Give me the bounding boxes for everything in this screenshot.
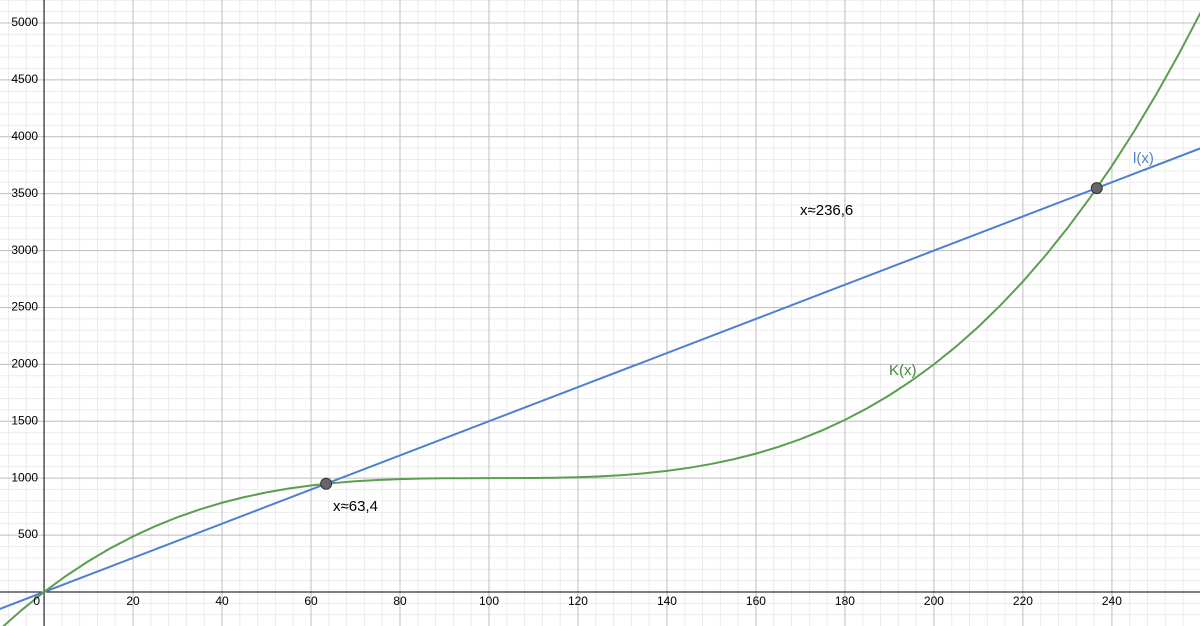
x-tick-label: 220 — [1013, 594, 1033, 608]
y-tick-label: 1500 — [11, 413, 38, 427]
x-tick-label: 140 — [657, 594, 677, 608]
x-tick-label: 80 — [393, 594, 407, 608]
y-tick-label: 2500 — [11, 300, 38, 314]
y-tick-label: 500 — [18, 527, 38, 541]
curve — [2, 11, 1200, 626]
y-tick-label: 3000 — [11, 243, 38, 257]
x-tick-label: 120 — [568, 594, 588, 608]
y-tick-label: 5000 — [11, 15, 38, 29]
x-tick-label: 60 — [304, 594, 318, 608]
y-tick-label: 1000 — [11, 470, 38, 484]
x-tick-label: 40 — [215, 594, 229, 608]
x-tick-label: 240 — [1102, 594, 1122, 608]
point-label: x≈236,6 — [800, 202, 853, 219]
y-tick-label: 4500 — [11, 72, 38, 86]
x-tick-label: 0 — [33, 594, 40, 608]
x-tick-label: 100 — [479, 594, 499, 608]
series-label: K(x) — [889, 362, 917, 379]
x-tick-label: 20 — [126, 594, 140, 608]
y-tick-label: 2000 — [11, 357, 38, 371]
x-tick-label: 200 — [924, 594, 944, 608]
x-tick-label: 160 — [746, 594, 766, 608]
intersection-point — [320, 477, 333, 490]
x-tick-label: 180 — [835, 594, 855, 608]
point-label: x≈63,4 — [333, 498, 378, 515]
intersection-point — [1090, 182, 1103, 195]
curve — [0, 147, 1200, 610]
series-label: l(x) — [1133, 150, 1154, 167]
y-tick-label: 3500 — [11, 186, 38, 200]
plot — [0, 11, 1200, 626]
y-tick-label: 4000 — [11, 129, 38, 143]
